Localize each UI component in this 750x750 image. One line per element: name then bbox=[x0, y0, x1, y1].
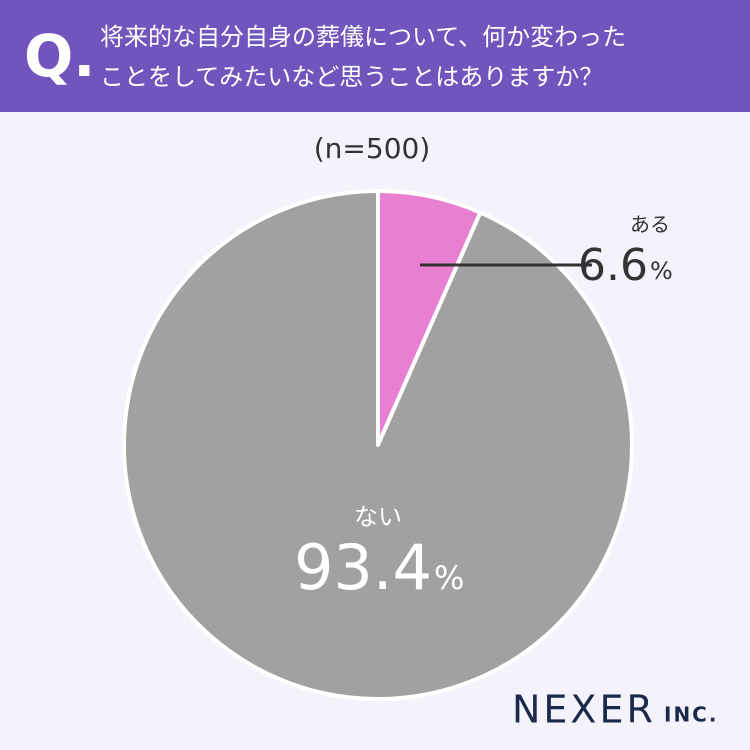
value-suffix: % bbox=[650, 257, 673, 285]
value-label: 93.4 bbox=[294, 531, 432, 604]
header bbox=[0, 0, 750, 112]
pie bbox=[122, 189, 634, 701]
logo-suffix: INC. bbox=[664, 703, 718, 727]
subtitle: (n=500) bbox=[314, 132, 431, 165]
category-label: ある bbox=[630, 213, 670, 237]
pie-slice bbox=[122, 189, 634, 701]
category-label: ない bbox=[354, 503, 402, 531]
title-line: 将来的な自分自身の葬儀について、何か変わった bbox=[100, 23, 626, 51]
value-suffix: % bbox=[434, 559, 464, 597]
question-mark: Q. bbox=[24, 22, 95, 90]
value-label: 6.6 bbox=[578, 240, 648, 291]
title-line: ことをしてみたいなど思うことはありますか？ bbox=[100, 63, 603, 91]
logo: NEXER bbox=[512, 688, 656, 732]
